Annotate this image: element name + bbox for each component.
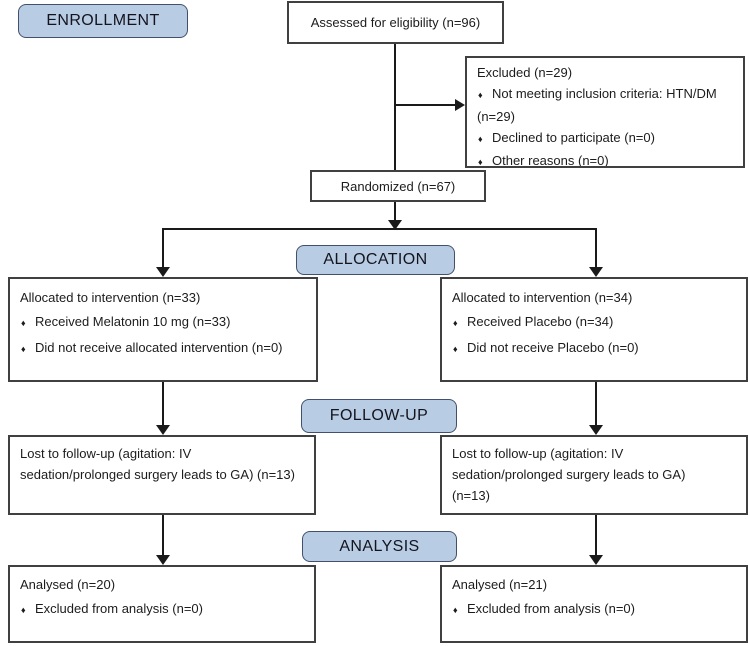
excluded-bullet1-text: Not meeting inclusion criteria: HTN/DM: [492, 86, 717, 101]
followup-left-line2: sedation/prolonged surgery leads to GA) …: [20, 467, 295, 482]
followup-right-line2: sedation/prolonged surgery leads to GA): [452, 467, 686, 482]
allocation-right-title: Allocated to intervention (n=34): [452, 290, 633, 305]
enrollment-badge: ENROLLMENT: [18, 4, 188, 38]
bullet-icon: ♦: [21, 605, 26, 615]
randomized-box-title: Randomized (n=67): [340, 178, 456, 194]
followup-right-line1: Lost to follow-up (agitation: IV: [452, 446, 624, 461]
allocation-right-box: Allocated to intervention (n=34) ♦ Recei…: [440, 277, 748, 382]
bullet-icon: ♦: [453, 605, 458, 615]
allocation-badge-label: ALLOCATION: [323, 251, 428, 268]
arrow-right-icon: [455, 99, 465, 111]
allocation-left-title: Allocated to intervention (n=33): [20, 290, 201, 305]
connector-alloc-to-followup-right: [595, 381, 597, 426]
arrow-down-icon: [156, 425, 170, 435]
excluded-bullet2-text: Declined to participate (n=0): [492, 130, 655, 145]
followup-right-line3: (n=13): [452, 488, 490, 503]
enrollment-badge-label: ENROLLMENT: [46, 12, 160, 29]
connector-followup-to-analysis-left: [162, 514, 164, 556]
bullet-row: ♦ Excluded from analysis (n=0): [452, 600, 740, 619]
bullet-icon: ♦: [453, 318, 458, 328]
bullet-row: ♦ Not meeting inclusion criteria: HTN/DM: [477, 85, 737, 104]
analysis-left-bullet1-text: Excluded from analysis (n=0): [35, 601, 203, 616]
allocation-left-bullet2-text: Did not receive allocated intervention (…: [35, 340, 283, 355]
allocation-left-bullet1-text: Received Melatonin 10 mg (n=33): [35, 314, 231, 329]
followup-right-box: Lost to follow-up (agitation: IV sedatio…: [440, 435, 748, 515]
analysis-left-box: Analysed (n=20) ♦ Excluded from analysis…: [8, 565, 316, 643]
connector-branch-right: [595, 228, 597, 267]
analysis-right-bullet1-text: Excluded from analysis (n=0): [467, 601, 635, 616]
arrow-down-icon: [589, 267, 603, 277]
bullet-row: ♦ Other reasons (n=0): [477, 152, 737, 168]
bullet-icon: ♦: [21, 344, 26, 354]
allocation-badge: ALLOCATION: [296, 245, 455, 275]
bullet-row: ♦ Declined to participate (n=0): [477, 129, 737, 148]
connector-followup-to-analysis-right: [595, 514, 597, 556]
assessed-box-title: Assessed for eligibility (n=96): [310, 15, 481, 30]
connector-randomized-down: [394, 202, 396, 222]
analysis-right-title: Analysed (n=21): [452, 577, 548, 592]
excluded-bullet1-continuation: (n=29): [477, 109, 515, 124]
arrow-down-icon: [156, 555, 170, 565]
followup-left-box: Lost to follow-up (agitation: IV sedatio…: [8, 435, 316, 515]
bullet-icon: ♦: [478, 157, 483, 167]
bullet-row: ♦ Received Melatonin 10 mg (n=33): [20, 313, 310, 332]
followup-badge: FOLLOW-UP: [301, 399, 457, 433]
allocation-right-bullet2-text: Did not receive Placebo (n=0): [467, 340, 639, 355]
arrow-down-icon: [589, 425, 603, 435]
connector-branch: [162, 228, 597, 230]
analysis-left-title: Analysed (n=20): [20, 577, 116, 592]
connector-alloc-to-followup-left: [162, 381, 164, 426]
bullet-icon: ♦: [478, 134, 483, 144]
bullet-row: ♦ Did not receive allocated intervention…: [20, 339, 310, 358]
analysis-badge: ANALYSIS: [302, 531, 457, 562]
randomized-box: Randomized (n=67): [310, 170, 486, 202]
analysis-right-box: Analysed (n=21) ♦ Excluded from analysis…: [440, 565, 748, 643]
bullet-icon: ♦: [21, 318, 26, 328]
bullet-row: ♦ Did not receive Placebo (n=0): [452, 339, 740, 358]
allocation-left-box: Allocated to intervention (n=33) ♦ Recei…: [8, 277, 318, 382]
followup-badge-label: FOLLOW-UP: [329, 407, 429, 424]
bullet-row: ♦ Received Placebo (n=34): [452, 313, 740, 332]
excluded-box-title: Excluded (n=29): [477, 65, 573, 80]
allocation-right-bullet1-text: Received Placebo (n=34): [467, 314, 614, 329]
arrow-down-icon: [156, 267, 170, 277]
excluded-box: Excluded (n=29) ♦ Not meeting inclusion …: [465, 56, 745, 168]
bullet-icon: ♦: [478, 90, 483, 100]
followup-left-line1: Lost to follow-up (agitation: IV: [20, 446, 192, 461]
assessed-box: Assessed for eligibility (n=96): [287, 1, 504, 44]
bullet-row: ♦ Excluded from analysis (n=0): [20, 600, 308, 619]
connector-assessed-to-randomized: [394, 44, 396, 170]
bullet-icon: ♦: [453, 344, 458, 354]
connector-to-excluded: [394, 104, 456, 106]
analysis-badge-label: ANALYSIS: [339, 537, 420, 555]
connector-branch-left: [162, 228, 164, 267]
excluded-bullet3-text: Other reasons (n=0): [492, 153, 609, 168]
arrow-down-icon: [589, 555, 603, 565]
arrow-down-icon: [388, 220, 402, 230]
